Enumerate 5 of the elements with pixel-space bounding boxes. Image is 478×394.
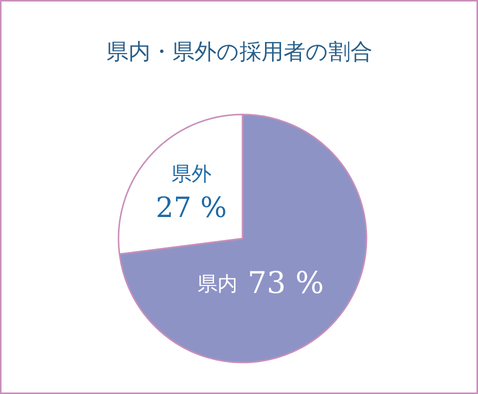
slice-label: 県内 <box>198 272 238 296</box>
slice-label: 県外 <box>171 161 212 186</box>
data-label: 73 % <box>248 266 324 302</box>
chart-title: 県内・県外の採用者の割合 <box>106 40 372 65</box>
data-label: 27 % <box>156 190 227 224</box>
